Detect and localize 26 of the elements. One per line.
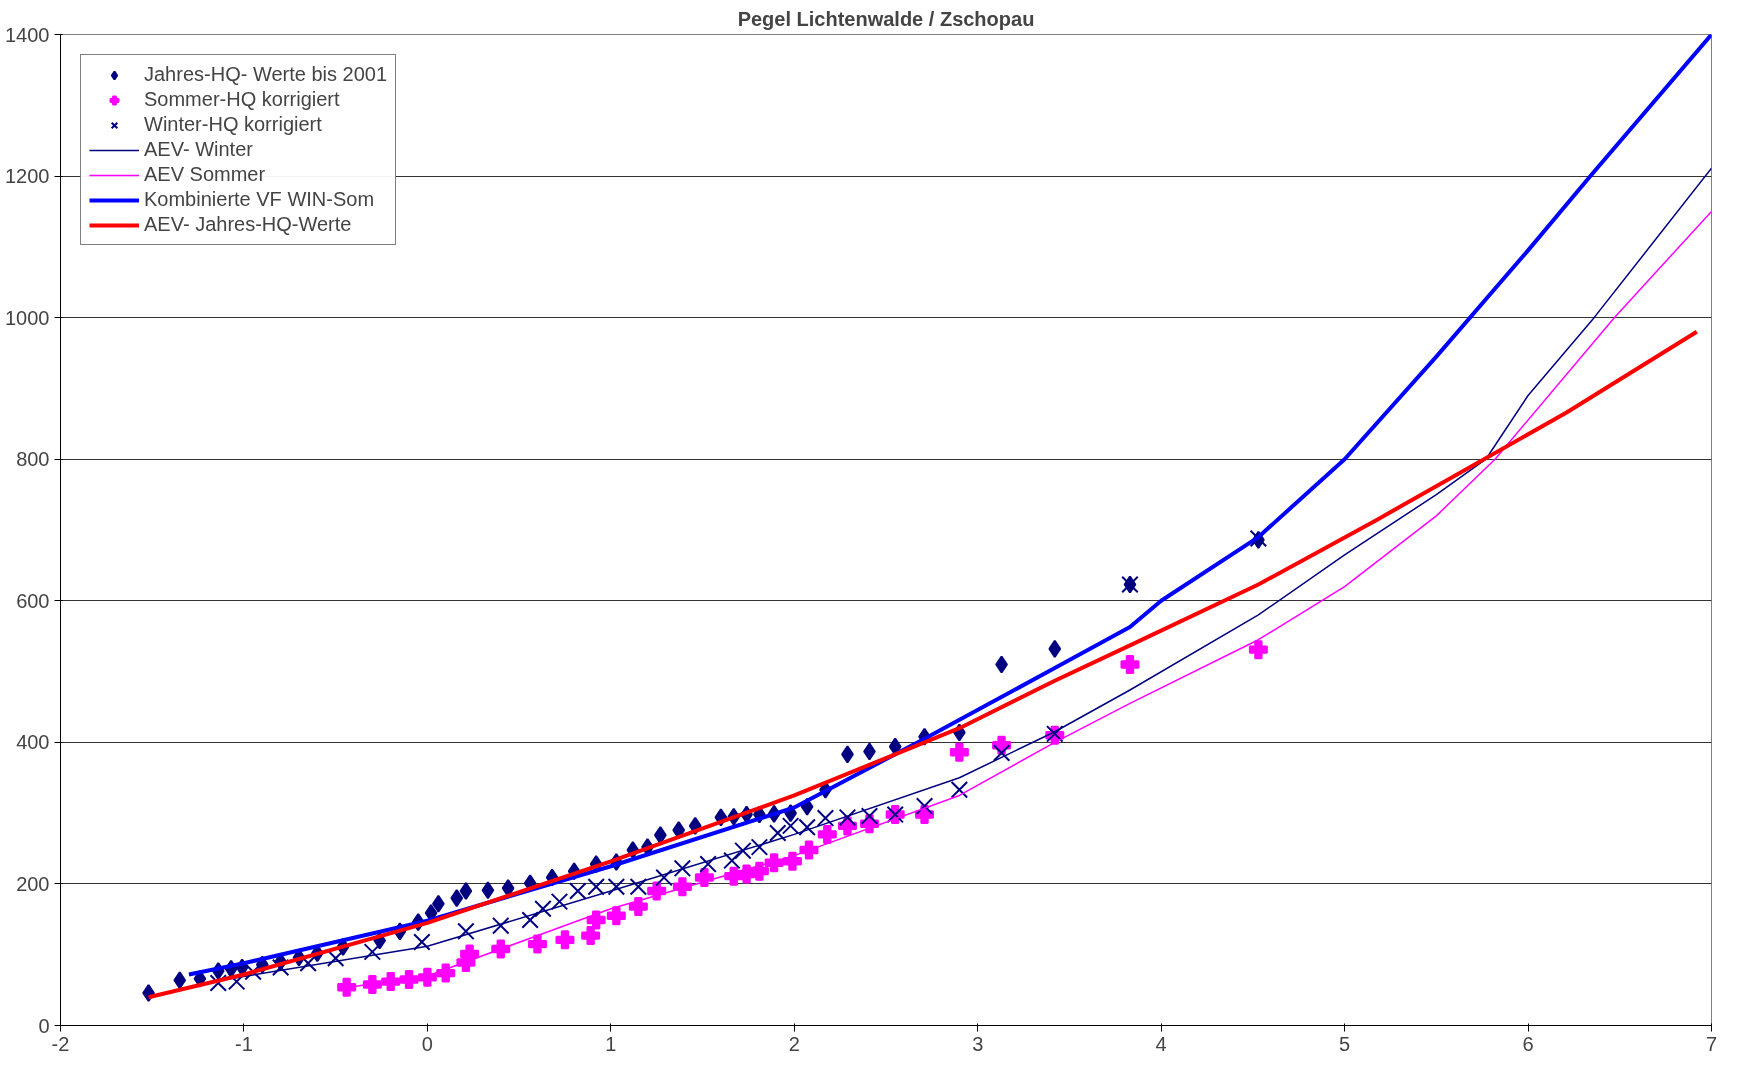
legend-label: Jahres-HQ- Werte bis 2001 bbox=[144, 63, 388, 86]
x-tick-label: 0 bbox=[421, 1032, 433, 1055]
chart-title: Pegel Lichtenwalde / Zschopau bbox=[737, 7, 1035, 30]
x-tick-label: 6 bbox=[1522, 1032, 1534, 1055]
legend-label: Kombinierte VF WIN-Som bbox=[144, 188, 375, 211]
x-tick-label: 5 bbox=[1339, 1032, 1351, 1055]
y-tick-label: 1000 bbox=[5, 306, 50, 329]
y-tick-label: 400 bbox=[16, 731, 50, 754]
x-tick-label: 3 bbox=[972, 1032, 984, 1055]
y-tick-label: 800 bbox=[16, 448, 50, 471]
y-tick-label: 600 bbox=[16, 589, 50, 612]
x-tick-label: 2 bbox=[788, 1032, 800, 1055]
y-tick-label: 1400 bbox=[5, 23, 50, 46]
x-tick-label: -1 bbox=[235, 1032, 253, 1055]
legend-label: AEV- Winter bbox=[144, 138, 253, 161]
x-tick-label: 4 bbox=[1155, 1032, 1167, 1055]
y-tick-label: 1200 bbox=[5, 165, 50, 188]
legend-label: Winter-HQ korrigiert bbox=[144, 113, 322, 136]
x-tick-label: 1 bbox=[605, 1032, 617, 1055]
y-tick-label: 0 bbox=[38, 1014, 50, 1037]
x-tick-label: 7 bbox=[1705, 1032, 1718, 1055]
legend-label: AEV- Jahres-HQ-Werte bbox=[144, 213, 352, 236]
x-tick-label: -2 bbox=[51, 1032, 70, 1055]
legend-label: Sommer-HQ korrigiert bbox=[144, 88, 340, 111]
legend-label: AEV Sommer bbox=[144, 163, 266, 186]
y-tick-label: 200 bbox=[16, 872, 50, 895]
